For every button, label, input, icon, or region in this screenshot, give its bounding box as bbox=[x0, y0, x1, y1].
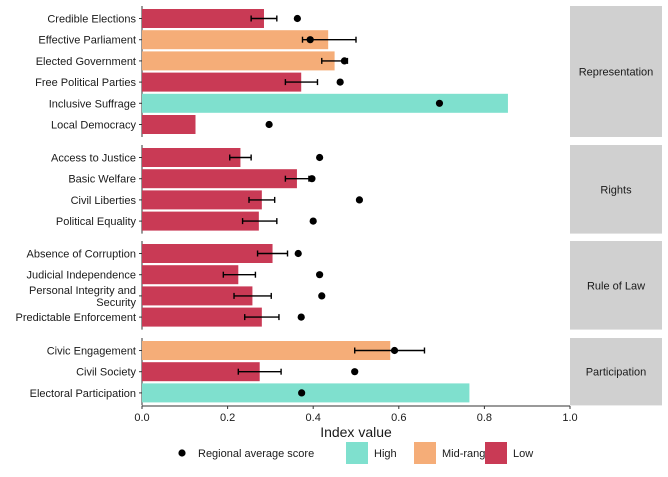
facet-panels: Representation Credible Elections Effectiv… bbox=[16, 6, 662, 406]
bar bbox=[142, 169, 297, 189]
category-label: Predictable Enforcement bbox=[16, 312, 136, 324]
legend-key-swatch bbox=[414, 442, 436, 464]
facet-strip-label: Rule of Law bbox=[587, 280, 645, 292]
facet-participation: Participation Civic Engagement Civil Socie… bbox=[30, 338, 662, 406]
bar bbox=[142, 93, 508, 113]
legend-key-swatch bbox=[485, 442, 507, 464]
category-label: Political Equality bbox=[56, 216, 137, 228]
category-label: Electoral Participation bbox=[30, 388, 136, 400]
facet-strip-label: Participation bbox=[586, 367, 647, 379]
x-tick-label: 0.8 bbox=[477, 412, 492, 424]
category-label: Civil Liberties bbox=[71, 195, 137, 207]
category-label-line: Personal Integrity and bbox=[29, 285, 136, 297]
facet-strip bbox=[570, 241, 662, 330]
legend-label: Mid-range bbox=[442, 448, 492, 460]
regional-average-point bbox=[336, 78, 344, 86]
bar bbox=[142, 286, 253, 306]
category-label: Local Democracy bbox=[51, 120, 136, 132]
legend: Regional average score High Mid-range Low bbox=[178, 442, 533, 464]
bar bbox=[142, 72, 302, 92]
legend-label: High bbox=[374, 448, 397, 460]
bar bbox=[142, 30, 329, 50]
bar bbox=[142, 265, 239, 285]
facet-strip-label: Representation bbox=[579, 67, 654, 79]
facet-strip bbox=[570, 145, 662, 234]
category-label: Free Political Parties bbox=[35, 77, 136, 89]
regional-average-point bbox=[316, 153, 324, 162]
category-label: Civil Society bbox=[76, 367, 136, 379]
regional-average-point bbox=[351, 368, 359, 376]
bar bbox=[142, 244, 273, 263]
facet-strip-label: Rights bbox=[600, 184, 632, 196]
regional-average-point bbox=[298, 389, 306, 397]
facet-strip bbox=[570, 6, 662, 137]
regional-average-point bbox=[318, 292, 326, 300]
legend-key-swatch bbox=[346, 442, 368, 464]
bar bbox=[142, 362, 260, 382]
x-tick-label: 0.4 bbox=[306, 412, 321, 424]
legend-label: Low bbox=[513, 448, 533, 460]
bar bbox=[142, 383, 470, 403]
x-tick-label: 1.0 bbox=[562, 412, 577, 424]
regional-average-point bbox=[355, 196, 364, 204]
x-tick-label: 0.0 bbox=[134, 412, 149, 424]
regional-average-point bbox=[316, 271, 324, 279]
regional-average-point bbox=[309, 217, 317, 225]
regional-average-point bbox=[435, 99, 444, 107]
bar bbox=[142, 115, 196, 134]
regional-average-point bbox=[306, 36, 314, 44]
category-label: Absence of Corruption bbox=[27, 249, 136, 261]
regional-average-point bbox=[308, 175, 316, 183]
category-label: Inclusive Suffrage bbox=[49, 98, 136, 110]
x-axis-title: Index value bbox=[320, 424, 392, 440]
regional-average-point bbox=[297, 313, 305, 321]
bar bbox=[142, 341, 391, 360]
x-tick-label: 0.6 bbox=[391, 412, 406, 424]
category-label: Civic Engagement bbox=[47, 346, 136, 358]
bar bbox=[142, 51, 335, 71]
x-tick-label: 0.2 bbox=[220, 412, 235, 424]
facet-rule-of-law: Rule of Law Absence of Corruption Judicial… bbox=[16, 241, 662, 330]
x-axis: 0.0 0.2 0.4 0.6 0.8 1.0 bbox=[134, 405, 578, 424]
bar bbox=[142, 211, 259, 231]
regional-average-point bbox=[265, 120, 273, 129]
facet-rights: Rights Access to Justice Basic Welfare Civi… bbox=[51, 145, 662, 234]
category-label: Elected Government bbox=[36, 56, 136, 68]
category-label: Access to Justice bbox=[51, 153, 136, 165]
category-label: Effective Parliament bbox=[38, 35, 136, 47]
facet-representation: Representation Credible Elections Effectiv… bbox=[35, 6, 662, 137]
legend-key-point bbox=[178, 449, 186, 457]
category-label: Personal Integrity and Security bbox=[29, 285, 137, 309]
category-label: Judicial Independence bbox=[27, 270, 136, 282]
category-label: Credible Elections bbox=[47, 14, 136, 26]
bar bbox=[142, 148, 241, 167]
bar bbox=[142, 190, 262, 210]
legend-label: Regional average score bbox=[198, 448, 314, 460]
regional-average-point bbox=[390, 346, 399, 355]
regional-average-point bbox=[340, 57, 349, 65]
category-label-line: Security bbox=[96, 297, 136, 309]
facet-strip bbox=[570, 338, 662, 406]
regional-average-point bbox=[293, 14, 301, 23]
category-label: Basic Welfare bbox=[68, 174, 136, 186]
regional-average-point bbox=[294, 249, 302, 258]
bar bbox=[142, 9, 264, 28]
bar bbox=[142, 307, 262, 327]
